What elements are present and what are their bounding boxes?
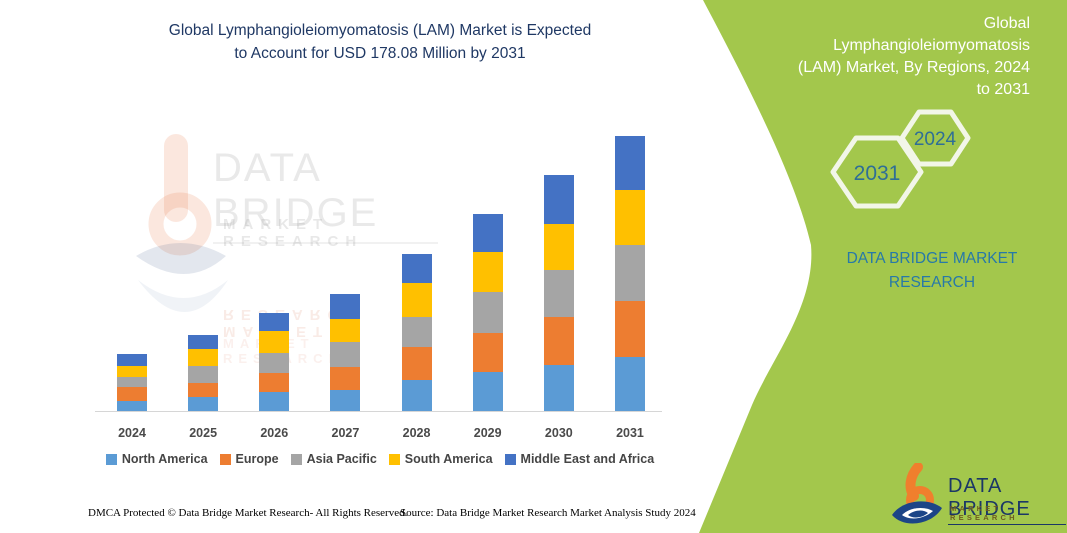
bar-segment-south-america [614, 190, 645, 246]
legend-item-europe: Europe [219, 452, 279, 466]
legend-label: North America [121, 452, 208, 466]
bar-segment-south-america [543, 223, 574, 271]
bar-segment-asia-pacific [330, 341, 361, 368]
x-axis-label: 2026 [260, 426, 289, 440]
legend-item-middle-east-and-africa: Middle East and Africa [504, 452, 655, 466]
bar-2025 [188, 335, 219, 412]
bar-segment-europe [472, 333, 503, 373]
bar-segment-north-america [117, 401, 147, 412]
legend-item-asia-pacific: Asia Pacific [290, 452, 377, 466]
side-panel-title: Global Lymphangioleiomyomatosis (LAM) Ma… [700, 13, 1030, 101]
chart-title-line2: to Account for USD 178.08 Million by 203… [234, 45, 526, 62]
bar-segment-europe [259, 373, 290, 393]
bar-2026 [259, 313, 290, 412]
bar-segment-middle-east-and-africa [543, 175, 574, 224]
bar-segment-south-america [330, 319, 361, 342]
x-axis-line [95, 411, 662, 412]
bar-segment-europe [401, 347, 432, 380]
bar-2028 [401, 253, 432, 412]
brand-text: DATA BRIDGE MARKET RESEARCH [802, 247, 1062, 295]
bar-2031 [614, 135, 645, 412]
legend-item-north-america: North America [105, 452, 208, 466]
bar-segment-north-america [472, 372, 503, 412]
x-axis-label: 2027 [331, 426, 360, 440]
stacked-bar-chart: 2024 2025 2026 2027 2028 2029 2030 2031 [95, 96, 665, 440]
databridge-logo: DATA BRIDGE MARKET RESEARCH [888, 463, 1066, 529]
x-axis-label: 2025 [189, 426, 218, 440]
databridge-logo-name: DATA BRIDGE [948, 475, 1066, 525]
legend-label: Europe [235, 452, 279, 466]
bar-segment-middle-east-and-africa [188, 335, 219, 350]
bar-segment-europe [614, 301, 645, 357]
bar-segment-middle-east-and-africa [401, 253, 432, 284]
legend-label: South America [404, 452, 493, 466]
hexagon-2031-label: 2031 [854, 162, 901, 185]
bar-segment-middle-east-and-africa [259, 313, 290, 331]
legend-label: Asia Pacific [306, 452, 377, 466]
x-axis-label: 2029 [473, 426, 502, 440]
legend-item-south-america: South America [388, 452, 493, 466]
bar-segment-asia-pacific [401, 316, 432, 348]
databridge-logo-tagline: MARKET RESEARCH [950, 504, 1018, 522]
x-axis-label: 2024 [118, 426, 146, 440]
bar-2030 [543, 175, 574, 412]
bar-segment-north-america [543, 364, 574, 412]
bar-segment-asia-pacific [188, 366, 219, 384]
legend-swatch [290, 453, 302, 465]
chart-legend: North America Europe Asia Pacific South Ame… [90, 452, 670, 466]
bar-segment-middle-east-and-africa [472, 214, 503, 253]
bar-segment-north-america [614, 356, 645, 412]
hexagon-2024 [899, 109, 971, 167]
brand-text-line: RESEARCH [888, 274, 976, 291]
chart-title: Global Lymphangioleiomyomatosis (LAM) Ma… [85, 19, 675, 65]
side-panel-title-line: Global [983, 15, 1030, 32]
bar-2024 [117, 353, 147, 412]
bar-2029 [472, 214, 503, 412]
source-note: Source: Data Bridge Market Research Mark… [400, 507, 696, 519]
bar-segment-europe [543, 316, 574, 365]
bar-segment-europe [117, 387, 147, 402]
x-axis-label: 2028 [402, 426, 431, 440]
legend-label: Middle East and Africa [520, 452, 655, 466]
bar-segment-europe [188, 383, 219, 398]
bar-2027 [330, 294, 361, 412]
bar-segment-south-america [472, 252, 503, 293]
bar-segment-south-america [188, 349, 219, 367]
legend-swatch [388, 453, 400, 465]
bar-segment-north-america [188, 397, 219, 412]
databridge-logo-icon [892, 463, 942, 524]
legend-swatch [504, 453, 516, 465]
hexagon-2024-label: 2024 [914, 129, 957, 150]
hexagon-2031 [830, 135, 924, 209]
bar-segment-middle-east-and-africa [117, 353, 147, 366]
dmca-notice: DMCA Protected © Data Bridge Market Rese… [88, 507, 408, 519]
x-axis-label: 2030 [544, 426, 573, 440]
bar-segment-middle-east-and-africa [330, 294, 361, 320]
bar-segment-south-america [259, 330, 290, 353]
bar-segment-north-america [401, 379, 432, 412]
bar-segment-south-america [117, 365, 147, 377]
bar-segment-north-america [330, 389, 361, 412]
bar-segment-asia-pacific [259, 352, 290, 374]
bar-segment-asia-pacific [614, 245, 645, 301]
legend-swatch [219, 453, 231, 465]
bar-segment-asia-pacific [472, 292, 503, 334]
x-axis-label: 2031 [616, 426, 644, 440]
side-panel-title-line: (LAM) Market, By Regions, 2024 [797, 59, 1030, 76]
brand-text-line: DATA BRIDGE MARKET [846, 250, 1018, 267]
bar-segment-middle-east-and-africa [614, 135, 645, 191]
bar-segment-south-america [401, 283, 432, 317]
legend-swatch [105, 453, 117, 465]
bar-segment-europe [330, 367, 361, 390]
bar-segment-north-america [259, 392, 290, 412]
bar-segment-asia-pacific [543, 270, 574, 317]
side-panel-title-line: Lymphangioleiomyomatosis [833, 37, 1030, 54]
green-panel-background [699, 0, 1067, 533]
bar-segment-asia-pacific [117, 376, 147, 388]
chart-title-line1: Global Lymphangioleiomyomatosis (LAM) Ma… [168, 22, 592, 39]
side-panel-title-line: to 2031 [976, 81, 1030, 98]
